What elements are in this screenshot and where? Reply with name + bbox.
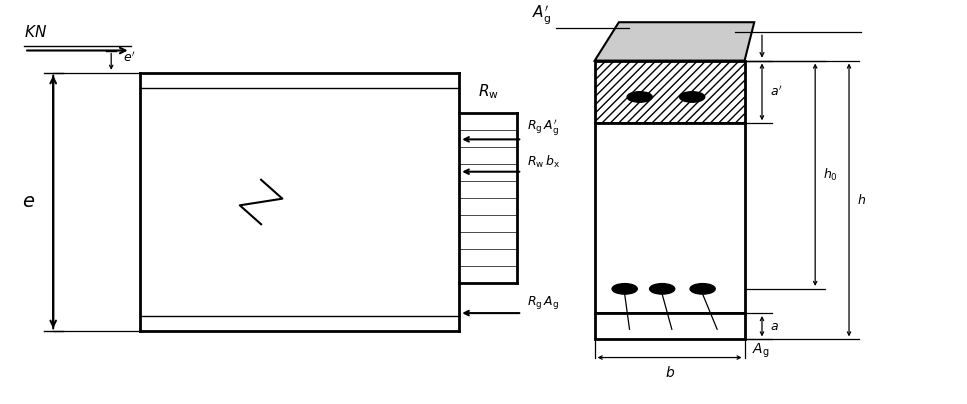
Text: $h$: $h$ xyxy=(857,193,865,207)
Text: $R_{\rm g}\,A_{\rm g}$: $R_{\rm g}\,A_{\rm g}$ xyxy=(527,294,559,311)
Polygon shape xyxy=(595,22,754,61)
Text: $R_{\rm w}$: $R_{\rm w}$ xyxy=(478,82,499,101)
Text: $A_{\rm g}$: $A_{\rm g}$ xyxy=(752,341,770,360)
Text: $a$: $a$ xyxy=(770,320,778,333)
Text: $a'$: $a'$ xyxy=(770,85,782,99)
Text: $e$: $e$ xyxy=(22,193,36,211)
Text: $h_{\rm 0}$: $h_{\rm 0}$ xyxy=(823,167,837,183)
Text: $R_{\rm w}\,b_{\rm x}$: $R_{\rm w}\,b_{\rm x}$ xyxy=(527,154,560,170)
Circle shape xyxy=(627,92,652,102)
Circle shape xyxy=(680,92,705,102)
Text: $R_{\rm g}\,A_{\rm g}'$: $R_{\rm g}\,A_{\rm g}'$ xyxy=(527,118,559,137)
Text: $e'$: $e'$ xyxy=(123,50,135,65)
Circle shape xyxy=(650,284,675,294)
Text: $b$: $b$ xyxy=(664,365,675,380)
Bar xyxy=(595,123,745,313)
Circle shape xyxy=(612,284,637,294)
Bar xyxy=(595,313,745,339)
Bar xyxy=(595,61,745,123)
Circle shape xyxy=(690,284,716,294)
Bar xyxy=(595,61,745,123)
Text: $A_{\rm g}'$: $A_{\rm g}'$ xyxy=(532,3,551,26)
Text: $KN$: $KN$ xyxy=(24,24,47,40)
